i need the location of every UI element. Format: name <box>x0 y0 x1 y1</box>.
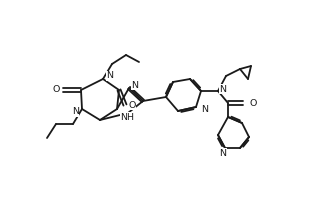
Text: NH: NH <box>120 112 134 121</box>
Text: N: N <box>219 148 227 158</box>
Text: N: N <box>219 84 226 94</box>
Text: N: N <box>131 80 138 90</box>
Text: O: O <box>52 86 60 95</box>
Text: O: O <box>249 98 256 108</box>
Text: N: N <box>201 104 208 114</box>
Text: N: N <box>72 108 79 116</box>
Text: N: N <box>106 72 113 80</box>
Text: O: O <box>128 100 136 110</box>
